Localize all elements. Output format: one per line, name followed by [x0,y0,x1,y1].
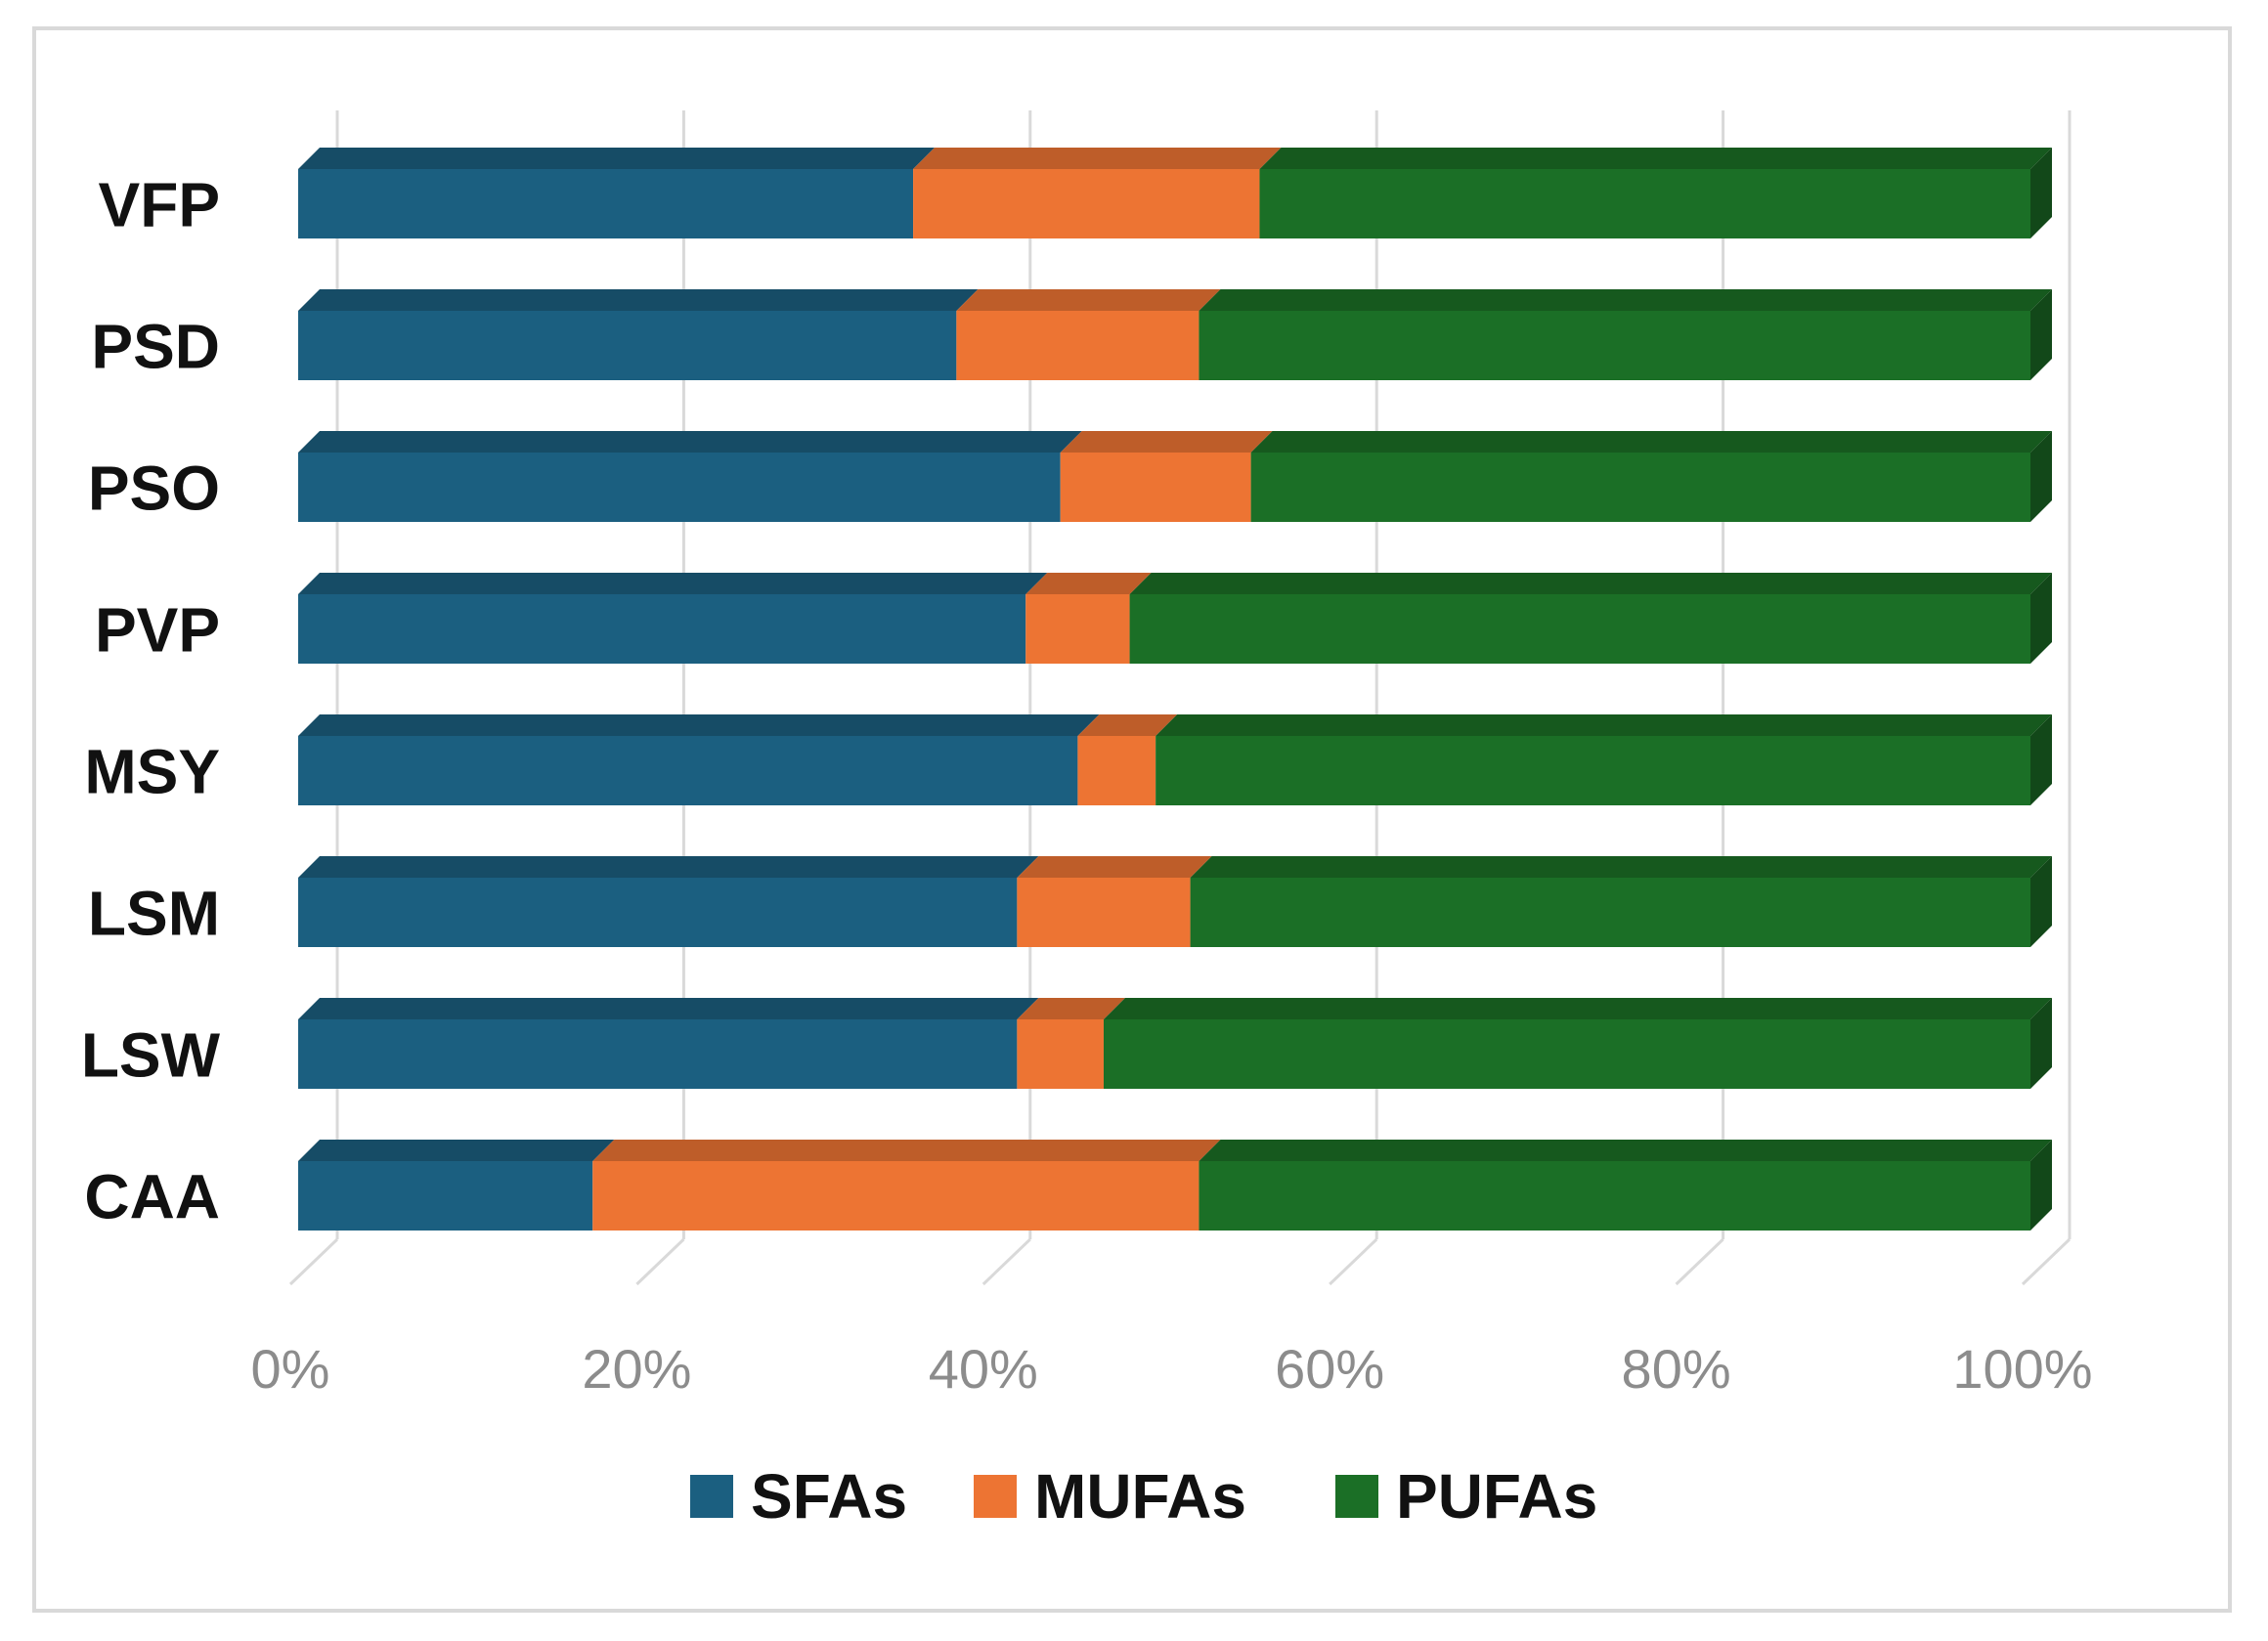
category-label: LSW [81,1020,221,1091]
legend-label: PUFAs [1396,1461,1597,1532]
x-tick-label: 60% [1275,1338,1384,1400]
bar-segment-pufas [1190,856,2052,947]
category-label: VFP [99,170,220,240]
legend: SFAs MUFAs PUFAs [690,1461,1597,1532]
bar-segment-pufas [1259,148,2052,238]
bar-group-caa [298,1140,2052,1231]
bar-segment-mufas [1077,714,1178,805]
bar-segment-sfas [298,856,1039,947]
bar-segment-sfas [298,1140,615,1231]
bar-group-pso [298,431,2052,522]
category-label: PVP [95,595,220,666]
bar-segment-pufas [1103,998,2052,1089]
bar-segment-sfas [298,998,1039,1089]
floor-gridline [1329,1237,1378,1286]
bar-segment-sfas [298,289,979,380]
bar-segment-mufas [1017,856,1212,947]
x-tick-label: 0% [251,1338,330,1400]
bar-segment-sfas [298,431,1082,522]
x-tick-label: 40% [929,1338,1038,1400]
bar-segment-sfas [298,714,1100,805]
gridlines [288,110,2072,1286]
floor-gridline [981,1237,1031,1286]
bar-group-psd [298,289,2052,380]
x-tick-label: 100% [1952,1338,2092,1400]
floor-gridline [288,1237,339,1286]
bar-segment-pufas [1250,431,2052,522]
legend-item-pufas: PUFAs [1335,1461,1597,1532]
x-axis-tick-labels: 0% 20% 40% 60% 80% 100% [251,1338,2093,1400]
legend-swatch [690,1475,733,1518]
bar-segment-mufas [592,1140,1221,1231]
legend-label: MUFAs [1034,1461,1246,1532]
category-label: MSY [84,737,220,807]
bar-segment-pufas [1199,289,2052,380]
bar-group-lsw [298,998,2052,1089]
x-tick-label: 80% [1622,1338,1731,1400]
bar-segment-mufas [1025,573,1152,664]
bar-segment-sfas [298,573,1048,664]
bar-group-msy [298,714,2052,805]
floor-gridline [635,1237,685,1286]
bar-group-lsm [298,856,2052,947]
legend-label: SFAs [751,1461,907,1532]
x-tick-label: 20% [582,1338,691,1400]
legend-swatch [974,1475,1017,1518]
bar-segment-sfas [298,148,936,238]
bar-segment-mufas [913,148,1282,238]
bar-segment-pufas [1199,1140,2052,1231]
bar-segment-mufas [956,289,1221,380]
bar-group-pvp [298,573,2052,664]
legend-item-sfas: SFAs [690,1461,907,1532]
category-label: PSO [88,453,220,524]
floor-gridline [1675,1237,1724,1286]
floor-gridline [2021,1237,2072,1286]
category-label: PSD [91,312,220,382]
category-labels: VFP PSD PSO PVP MSY LSM LSW CAA [81,170,221,1232]
bar-segment-mufas [1017,998,1125,1089]
bar-segment-pufas [1129,573,2052,664]
legend-swatch [1335,1475,1378,1518]
category-label: CAA [84,1162,220,1232]
legend-item-mufas: MUFAs [974,1461,1246,1532]
category-label: LSM [88,879,220,949]
bar-segment-mufas [1060,431,1273,522]
bar-group-vfp [298,148,2052,238]
bar-segment-pufas [1156,714,2052,805]
bars [298,148,2052,1231]
